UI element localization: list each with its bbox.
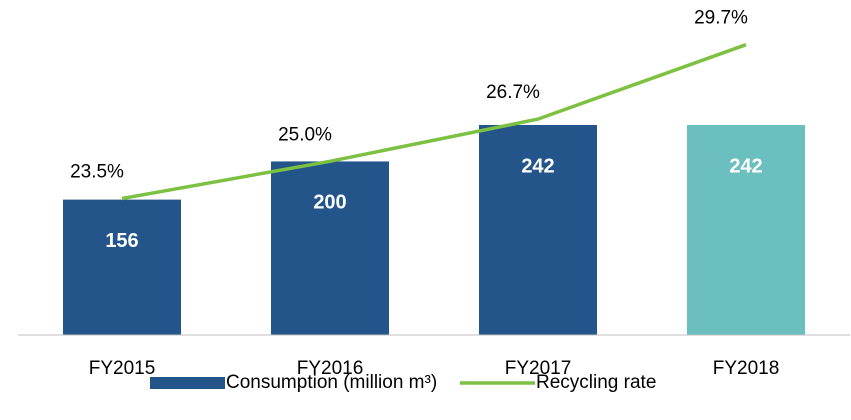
bar [271, 161, 389, 335]
legend-swatch [150, 377, 225, 389]
bar [63, 199, 181, 335]
legend-label: Recycling rate [536, 372, 656, 393]
x-tick-label: FY2016 [297, 358, 364, 379]
bar-label: 242 [729, 155, 762, 177]
line-label: 23.5% [70, 162, 124, 183]
line [121, 43, 747, 201]
x-tick-label: FY2015 [89, 358, 156, 379]
bar-label: 200 [313, 192, 346, 214]
bar-label: 242 [521, 155, 554, 177]
bar [687, 124, 805, 335]
line-label: 29.7% [694, 8, 748, 29]
bar [479, 124, 597, 335]
x-tick-label: FY2018 [713, 358, 780, 379]
bar-label: 156 [105, 230, 138, 252]
line-label: 25.0% [278, 124, 332, 145]
line-label: 26.7% [486, 82, 540, 103]
x-tick-label: FY2017 [505, 358, 572, 379]
legend-label: Consumption (million m³) [226, 372, 437, 393]
